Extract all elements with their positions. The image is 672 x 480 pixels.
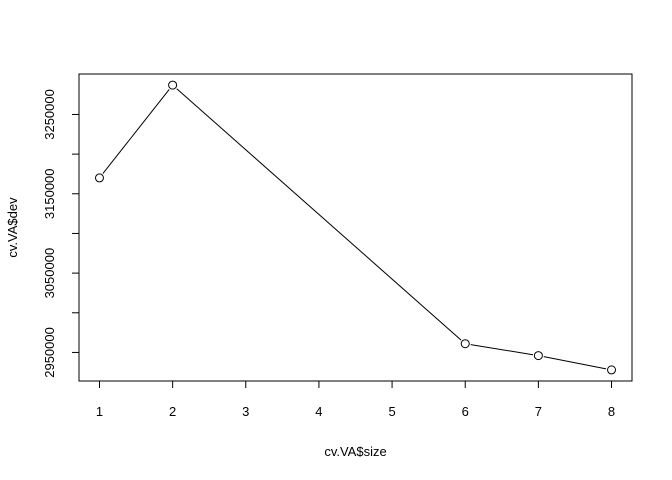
x-tick-label: 1: [96, 404, 103, 419]
data-point: [533, 351, 543, 361]
x-tick-label: 2: [169, 404, 176, 419]
x-tick-label: 7: [535, 404, 542, 419]
series-segment: [176, 88, 462, 341]
y-tick-label: 2950000: [42, 327, 57, 378]
data-point: [607, 365, 617, 375]
y-tick-label: 3250000: [42, 89, 57, 140]
x-tick-label: 6: [462, 404, 469, 419]
x-tick-label: 4: [315, 404, 322, 419]
series: [94, 80, 617, 375]
x-axis-label: cv.VA$size: [324, 444, 386, 459]
y-axis: 2950000 3050000 3150000 3250000: [42, 89, 80, 378]
series-segment: [102, 89, 170, 174]
x-axis: 1 2 3 4 5 6 7 8: [96, 380, 615, 419]
data-point: [168, 80, 178, 90]
data-point: [460, 339, 470, 349]
x-tick-label: 3: [242, 404, 249, 419]
y-tick-label: 3150000: [42, 168, 57, 219]
y-tick-label: 3050000: [42, 248, 57, 299]
x-tick-label: 5: [388, 404, 395, 419]
series-segment: [543, 356, 607, 370]
series-segment: [470, 344, 534, 356]
x-tick-label: 8: [608, 404, 615, 419]
data-point: [94, 173, 104, 183]
plot-frame: [78, 73, 633, 382]
y-axis-label: cv.VA$dev: [5, 197, 20, 258]
